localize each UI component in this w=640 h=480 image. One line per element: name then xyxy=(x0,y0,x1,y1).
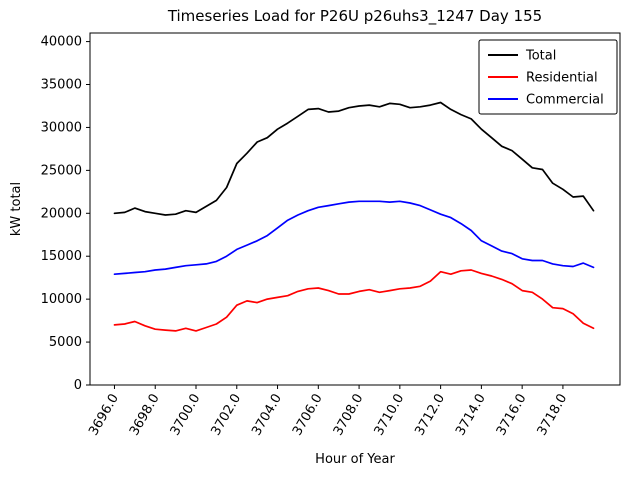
series-line-commercial xyxy=(113,200,595,276)
x-tick-label: 3712.0 xyxy=(412,392,448,439)
x-tick-label: 3706.0 xyxy=(290,392,326,439)
y-tick-label: 10000 xyxy=(41,292,82,307)
x-tick-label: 3710.0 xyxy=(372,392,408,439)
plot-area: 0 5000 10000 15000 20000 25000 30000 35000 40000… xyxy=(41,32,621,439)
legend-frame xyxy=(478,39,618,115)
y-tick-label: 25000 xyxy=(41,163,82,178)
series-line-total xyxy=(113,101,595,216)
x-tick-label: 3714.0 xyxy=(453,392,489,439)
y-axis-label: kW total xyxy=(9,182,24,236)
y-tick-label: 40000 xyxy=(41,35,82,50)
legend: Total Residential Commercial xyxy=(478,39,618,115)
x-tick-label: 3696.0 xyxy=(86,392,122,439)
y-tick-label: 15000 xyxy=(41,249,82,264)
x-tick-label: 3708.0 xyxy=(331,392,367,439)
y-tick-label: 30000 xyxy=(41,120,82,135)
x-tick-label: 3702.0 xyxy=(208,392,244,439)
chart-title: Timeseries Load for P26U p26uhs3_1247 Da… xyxy=(167,7,542,26)
x-tick-label: 3718.0 xyxy=(535,392,571,439)
y-tick-label: 0 xyxy=(74,378,82,393)
legend-label-total: Total xyxy=(525,49,556,64)
x-tick-label: 3704.0 xyxy=(249,392,285,439)
legend-label-commercial: Commercial xyxy=(526,93,604,108)
y-tick-label: 20000 xyxy=(41,206,82,221)
x-tick-label: 3700.0 xyxy=(168,392,204,439)
x-axis-label: Hour of Year xyxy=(315,452,395,467)
x-tick-label: 3698.0 xyxy=(127,392,163,439)
legend-label-residential: Residential xyxy=(526,71,598,86)
x-tick-label: 3716.0 xyxy=(494,392,530,439)
y-tick-label: 5000 xyxy=(49,335,82,350)
y-tick-label: 35000 xyxy=(41,78,82,93)
series-line-residential xyxy=(113,269,595,332)
axes-frame xyxy=(89,32,621,386)
